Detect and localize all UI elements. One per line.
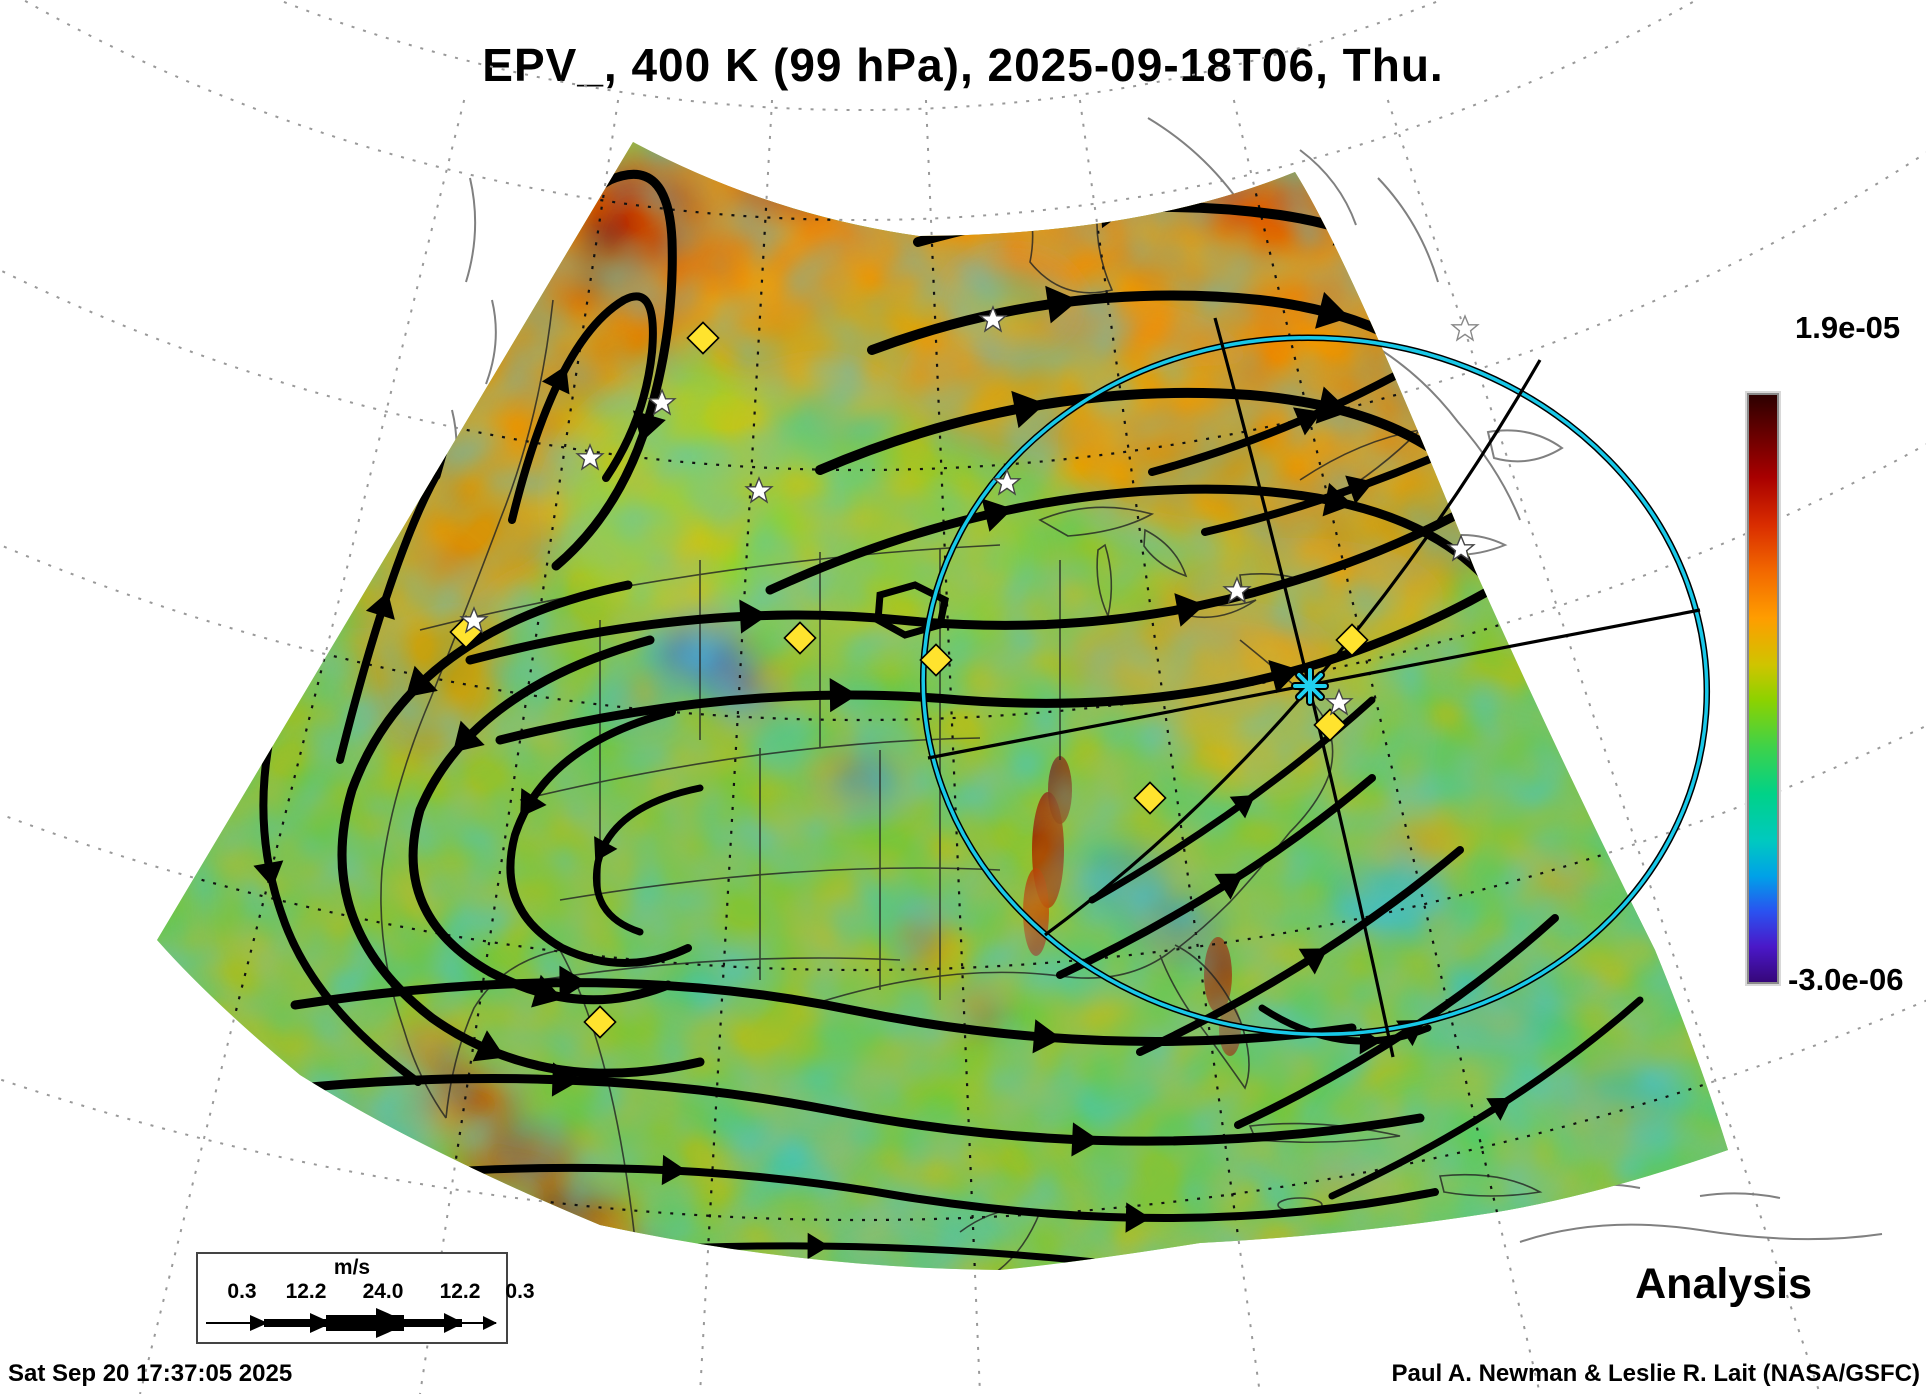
wind-speed-legend: m/s 0.3 12.2 24.0 12.2 0.3: [196, 1252, 535, 1344]
status-label: Analysis: [1635, 1260, 1812, 1308]
wind-scale-arrow: [206, 1308, 497, 1338]
station-center-marker: [1291, 666, 1329, 706]
colorbar-max-label: 1.9e-05: [1795, 310, 1901, 345]
page-title: EPV_, 400 K (99 hPa), 2025-09-18T06, Thu…: [482, 39, 1444, 91]
colorbar: [1747, 393, 1779, 984]
diamond-markers: [449, 321, 1369, 1039]
colorbar-min-label: -3.0e-06: [1788, 962, 1904, 997]
wind-tick: 12.2: [285, 1280, 327, 1303]
generated-timestamp: Sat Sep 20 17:37:05 2025: [8, 1360, 293, 1387]
credit-line: Paul A. Newman & Leslie R. Lait (NASA/GS…: [1391, 1360, 1920, 1387]
wind-tick: 24.0: [362, 1280, 404, 1303]
wind-tick: 0.3: [505, 1280, 535, 1303]
wind-tick: 12.2: [439, 1280, 481, 1303]
wind-legend-units: m/s: [333, 1256, 371, 1279]
wind-tick: 0.3: [227, 1280, 257, 1303]
star-markers: [459, 305, 1480, 716]
